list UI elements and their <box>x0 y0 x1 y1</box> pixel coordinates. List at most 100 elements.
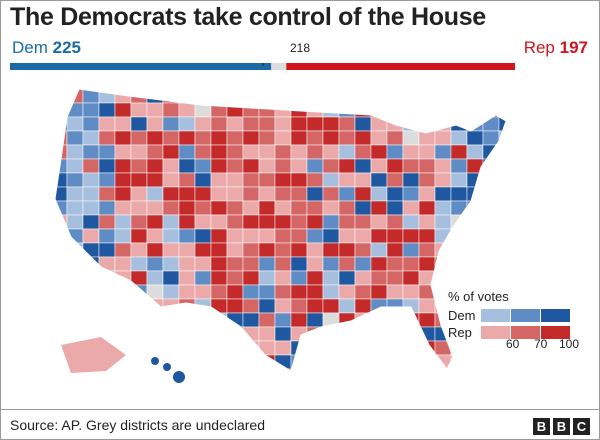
district <box>258 116 276 132</box>
district <box>354 326 372 342</box>
district <box>194 284 212 300</box>
district <box>210 312 228 328</box>
district <box>402 186 420 202</box>
district <box>322 144 340 160</box>
district <box>354 186 372 202</box>
district <box>242 340 260 356</box>
district <box>450 368 468 371</box>
district <box>194 256 212 272</box>
district <box>258 354 276 370</box>
district <box>146 312 164 328</box>
district <box>130 214 148 230</box>
district <box>338 214 356 230</box>
district <box>482 256 500 272</box>
district <box>194 172 212 188</box>
district <box>210 270 228 286</box>
district <box>66 242 84 258</box>
district <box>226 256 244 272</box>
district <box>274 312 292 328</box>
district <box>290 186 308 202</box>
district <box>162 89 180 90</box>
district <box>114 89 132 90</box>
alaska <box>61 337 126 373</box>
district <box>354 354 372 370</box>
district <box>370 144 388 160</box>
district <box>130 89 148 104</box>
district <box>354 200 372 216</box>
district <box>258 270 276 286</box>
district <box>82 284 100 300</box>
district <box>178 172 196 188</box>
district <box>290 284 308 300</box>
footer: Source: AP. Grey districts are undeclare… <box>1 409 599 439</box>
district <box>130 242 148 258</box>
district <box>418 256 436 272</box>
district <box>290 256 308 272</box>
district <box>354 172 372 188</box>
district <box>370 158 388 174</box>
district <box>226 340 244 356</box>
district <box>146 242 164 258</box>
district <box>162 340 180 356</box>
district <box>226 298 244 314</box>
district <box>306 256 324 272</box>
district <box>306 354 324 370</box>
district <box>354 89 372 104</box>
district <box>178 130 196 146</box>
district <box>338 284 356 300</box>
district <box>98 284 116 300</box>
district <box>322 242 340 258</box>
district <box>242 214 260 230</box>
district <box>338 116 356 132</box>
district <box>434 186 452 202</box>
district <box>55 186 68 202</box>
district <box>482 200 500 216</box>
district <box>55 368 68 371</box>
district <box>66 200 84 216</box>
district <box>162 200 180 216</box>
district <box>98 130 116 146</box>
district <box>354 116 372 132</box>
district <box>258 340 276 356</box>
district <box>82 144 100 160</box>
district <box>354 298 372 314</box>
district <box>130 354 148 370</box>
district <box>466 354 484 370</box>
district <box>130 102 148 118</box>
district <box>306 89 324 90</box>
district <box>242 270 260 286</box>
district <box>98 298 116 314</box>
district <box>322 354 340 370</box>
district <box>386 214 404 230</box>
district <box>290 158 308 174</box>
district <box>402 354 420 370</box>
district <box>306 130 324 146</box>
district <box>466 89 484 90</box>
district <box>354 158 372 174</box>
district <box>290 116 308 132</box>
district <box>82 228 100 244</box>
district <box>55 89 68 104</box>
district <box>306 186 324 202</box>
district <box>434 158 452 174</box>
district <box>162 116 180 132</box>
district <box>434 228 452 244</box>
district <box>66 312 84 328</box>
district <box>162 242 180 258</box>
district <box>130 144 148 160</box>
district <box>498 242 506 258</box>
district <box>322 172 340 188</box>
district <box>82 200 100 216</box>
district <box>194 270 212 286</box>
district <box>130 284 148 300</box>
district <box>354 144 372 160</box>
district <box>226 158 244 174</box>
district <box>114 270 132 286</box>
district <box>55 270 68 286</box>
district <box>322 368 340 371</box>
district <box>322 186 340 202</box>
legend-tick: 70 <box>534 337 548 351</box>
district <box>226 368 244 371</box>
district <box>226 186 244 202</box>
